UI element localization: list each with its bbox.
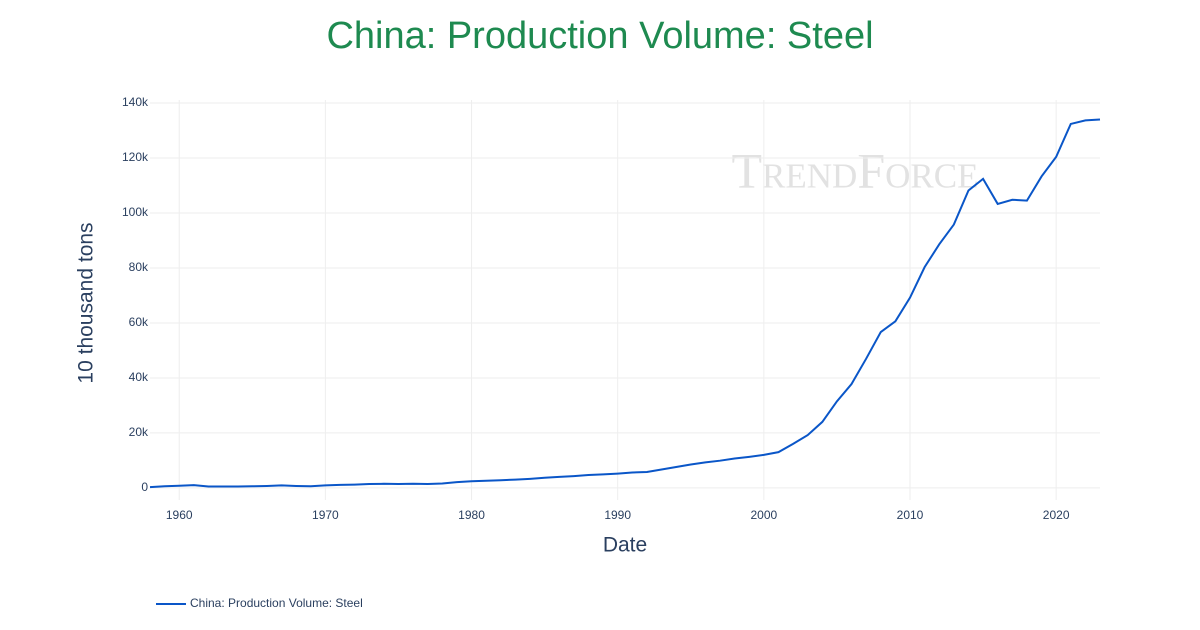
chart-title: China: Production Volume: Steel xyxy=(326,15,873,57)
y-tick-label: 100k xyxy=(122,205,149,219)
x-axis-title: Date xyxy=(603,534,647,557)
x-tick-label: 1990 xyxy=(604,508,631,522)
x-tick-label: 2010 xyxy=(897,508,924,522)
x-tick-label: 1980 xyxy=(458,508,485,522)
y-tick-label: 140k xyxy=(122,95,149,109)
y-tick-label: 0 xyxy=(141,480,148,494)
legend-label: China: Production Volume: Steel xyxy=(190,596,363,610)
watermark: TrendForce xyxy=(732,142,979,198)
x-tick-label: 2020 xyxy=(1043,508,1070,522)
x-tick-label: 1960 xyxy=(166,508,193,522)
y-tick-label: 20k xyxy=(129,425,149,439)
x-tick-label: 1970 xyxy=(312,508,339,522)
x-tick-label: 2000 xyxy=(750,508,777,522)
y-tick-label: 60k xyxy=(129,315,149,329)
y-tick-label: 40k xyxy=(129,370,149,384)
y-tick-label: 120k xyxy=(122,150,149,164)
y-axis-title: 10 thousand tons xyxy=(75,222,98,383)
y-tick-label: 80k xyxy=(129,260,149,274)
data-line xyxy=(149,118,1101,489)
